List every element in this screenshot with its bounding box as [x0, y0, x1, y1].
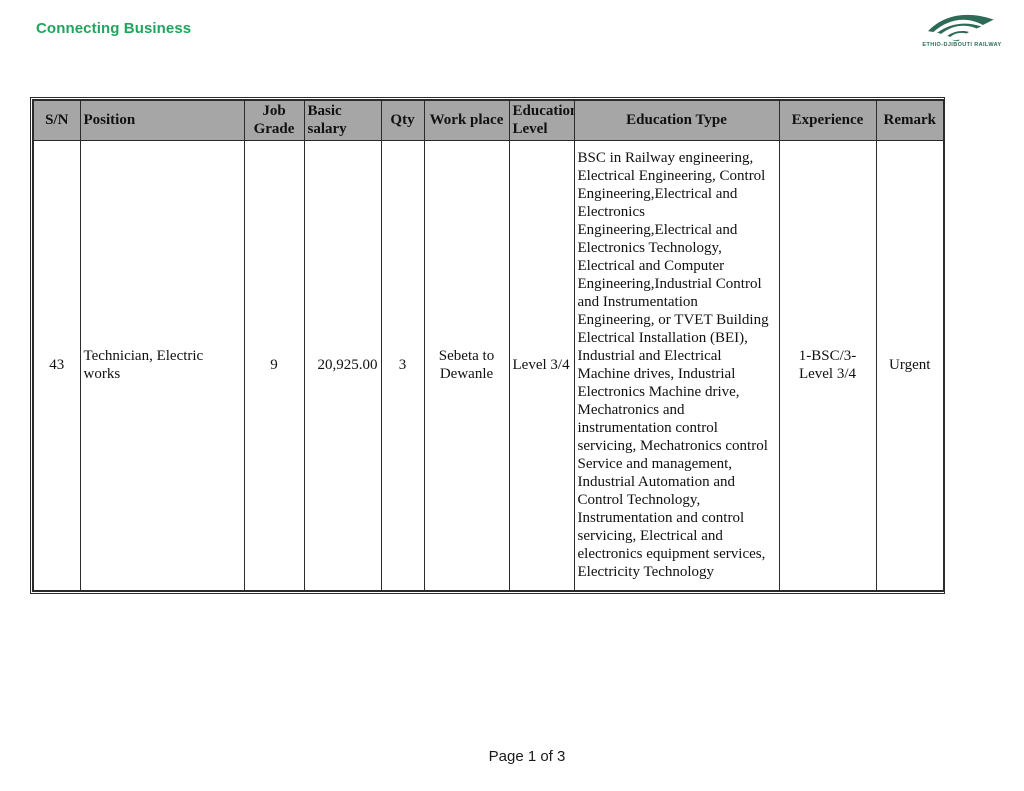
company-logo: ETHIO-DJIBOUTI RAILWAY [914, 8, 1010, 48]
cell-education-type: BSC in Railway engineering, Electrical E… [573, 139, 780, 592]
cell-education-level: Level 3/4 [508, 139, 575, 592]
cell-position: Technician, Electric works [79, 139, 245, 592]
cell-qty: 3 [380, 139, 425, 592]
column-header-position: Position [79, 99, 245, 141]
column-header-education-level: Education Level [508, 99, 575, 141]
table-row: 43 Technician, Electric works 9 20,925.0… [32, 139, 945, 592]
column-header-experience: Experience [778, 99, 877, 141]
cell-sn: 43 [32, 139, 81, 592]
cell-work-place: Sebeta to Dewanle [423, 139, 510, 592]
column-header-sn: S/N [32, 99, 81, 141]
vacancy-table: S/N Position Job Grade Basic salary Qty … [30, 97, 945, 594]
table-header-row: S/N Position Job Grade Basic salary Qty … [32, 99, 945, 141]
column-header-job-grade: Job Grade [243, 99, 305, 141]
column-header-basic-salary: Basic salary [303, 99, 382, 141]
cell-remark: Urgent [875, 139, 945, 592]
cell-job-grade: 9 [243, 139, 305, 592]
logo-caption: ETHIO-DJIBOUTI RAILWAY [922, 42, 1002, 48]
column-header-remark: Remark [875, 99, 945, 141]
page-indicator: Page 1 of 3 [488, 748, 566, 765]
column-header-education-type: Education Type [573, 99, 780, 141]
column-header-work-place: Work place [423, 99, 510, 141]
cell-experience: 1-BSC/3-Level 3/4 [778, 139, 877, 592]
cell-basic-salary: 20,925.00 [303, 139, 382, 592]
train-swoosh-icon [914, 8, 1010, 42]
slogan-text: Connecting Business [36, 20, 192, 37]
column-header-qty: Qty [380, 99, 425, 141]
